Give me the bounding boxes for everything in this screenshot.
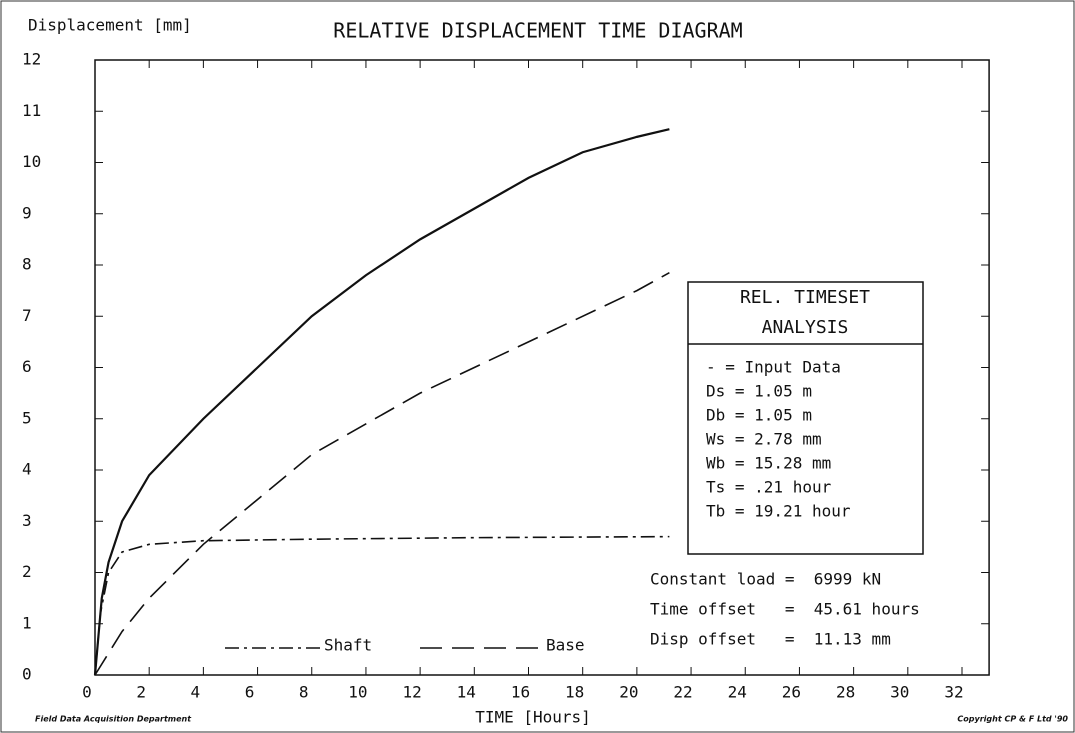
y-tick-label: 6 [22, 357, 32, 376]
info-box [687, 281, 924, 555]
x-tick-label: 14 [457, 683, 476, 702]
x-tick-label: 20 [619, 683, 638, 702]
x-tick-label: 24 [728, 683, 747, 702]
x-tick-label: 2 [136, 683, 146, 702]
x-tick-label: 8 [299, 683, 309, 702]
series-line [93, 128, 670, 676]
x-tick-label: 4 [191, 683, 201, 702]
y-tick-label: 8 [22, 255, 32, 274]
y-tick-label: 5 [22, 408, 32, 427]
y-tick-label: 10 [22, 152, 41, 171]
y-axis-label: Displacement [mm] [28, 16, 192, 35]
x-tick-label: 6 [245, 683, 255, 702]
x-tick-label: 22 [673, 683, 692, 702]
info-box-line: Tb = 19.21 hour [706, 502, 851, 521]
series-line [94, 271, 670, 676]
x-tick-label: 16 [511, 683, 530, 702]
x-tick-label: 10 [348, 683, 367, 702]
info-box-line: Db = 1.05 m [706, 406, 812, 425]
note: Constant load = 6999 kN [650, 570, 881, 589]
y-tick-label: 3 [22, 511, 32, 530]
y-tick-label: 9 [22, 203, 32, 222]
legend-label: Base [546, 636, 585, 655]
y-tick-label: 4 [22, 460, 32, 479]
x-tick-label: 28 [836, 683, 855, 702]
note: Time offset = 45.61 hours [650, 600, 920, 619]
x-tick-label: 30 [890, 683, 909, 702]
x-tick-label: 0 [82, 683, 92, 702]
footer-right: Copyright CP & F Ltd '90 [957, 715, 1068, 724]
info-box-title: REL. TIMESET [740, 287, 870, 308]
info-box-line: Ws = 2.78 mm [706, 430, 822, 449]
info-box-line: - = Input Data [706, 358, 841, 377]
y-tick-label: 7 [22, 306, 32, 325]
footer-left: Field Data Acquisition Department [35, 715, 192, 724]
x-tick-label: 18 [565, 683, 584, 702]
series-line [94, 535, 670, 676]
chart-title: RELATIVE DISPLACEMENT TIME DIAGRAM [333, 19, 742, 43]
legend-label: Shaft [324, 636, 372, 655]
info-box-line: Ts = .21 hour [706, 478, 832, 497]
x-axis-label: TIME [Hours] [475, 708, 591, 727]
x-tick-label: 12 [402, 683, 421, 702]
y-tick-label: 12 [22, 50, 41, 69]
y-tick-label: 0 [22, 665, 32, 684]
info-box-title: ANALYSIS [762, 317, 849, 338]
x-tick-label: 26 [782, 683, 801, 702]
y-tick-label: 2 [22, 562, 32, 581]
note: Disp offset = 11.13 mm [650, 630, 891, 649]
info-box-line: Ds = 1.05 m [706, 382, 812, 401]
info-box-line: Wb = 15.28 mm [706, 454, 831, 473]
y-tick-label: 1 [22, 613, 32, 632]
y-tick-label: 11 [22, 101, 41, 120]
x-tick-label: 32 [944, 683, 963, 702]
